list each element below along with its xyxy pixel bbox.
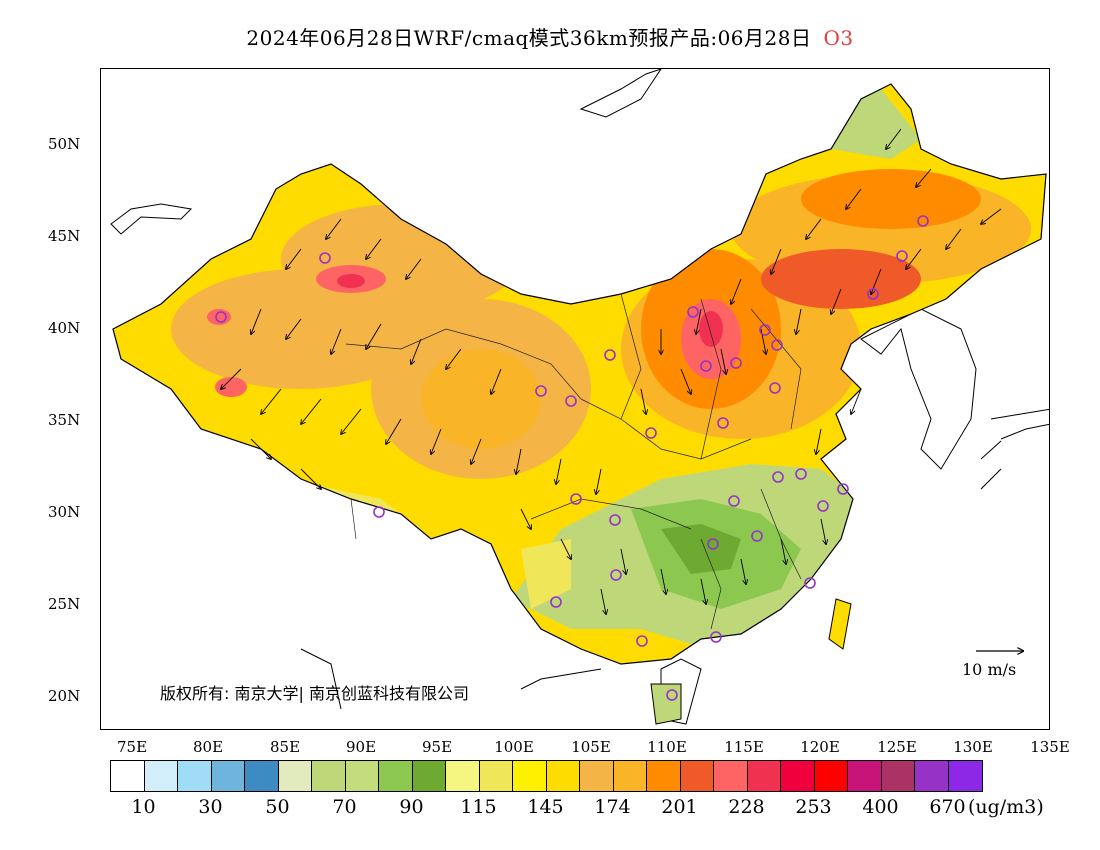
- color-scale-label: 670: [929, 796, 966, 818]
- color-scale-label: 228: [728, 796, 765, 818]
- lat-label: 50N: [48, 135, 81, 153]
- color-swatch: [245, 761, 279, 791]
- lat-label: 40N: [48, 319, 81, 337]
- color-swatch: [915, 761, 949, 791]
- color-scale-label: 145: [527, 796, 564, 818]
- color-scale-label: 50: [265, 796, 290, 818]
- lon-label: 105E: [571, 738, 611, 756]
- lon-label: 135E: [1030, 738, 1070, 756]
- color-scale-label: 400: [862, 796, 899, 818]
- lon-label: 75E: [116, 738, 148, 756]
- color-swatch: [747, 761, 781, 791]
- wind-reference-label: 10 m/s: [962, 660, 1017, 679]
- pollutant-label: O3: [823, 26, 854, 50]
- color-swatch: [613, 761, 647, 791]
- color-swatch: [144, 761, 178, 791]
- color-scale-label: 201: [661, 796, 698, 818]
- color-scale-label: 90: [399, 796, 424, 818]
- lat-label: 30N: [48, 503, 81, 521]
- city-markers: [215, 215, 929, 701]
- color-scale-label: 70: [332, 796, 357, 818]
- lon-label: 115E: [724, 738, 764, 756]
- lat-label: 20N: [48, 687, 81, 705]
- color-swatch: [881, 761, 915, 791]
- unit-label: (ug/m3): [968, 796, 1044, 818]
- color-swatch: [479, 761, 513, 791]
- map-title: 2024年06月28日WRF/cmaq模式36km预报产品:06月28日 O3: [0, 22, 1100, 51]
- lon-label: 85E: [269, 738, 301, 756]
- lon-label: 110E: [647, 738, 687, 756]
- lon-label: 90E: [345, 738, 377, 756]
- color-swatch: [781, 761, 815, 791]
- lon-label: 125E: [877, 738, 917, 756]
- wind-vectors: [221, 128, 1002, 614]
- color-scale-label: 174: [594, 796, 631, 818]
- lat-label: 25N: [48, 595, 81, 613]
- color-swatch: [680, 761, 714, 791]
- lat-label: 45N: [48, 227, 81, 245]
- lon-label: 95E: [421, 738, 453, 756]
- lon-label: 130E: [953, 738, 993, 756]
- color-scale-bar: [110, 760, 983, 792]
- copyright-text: 版权所有: 南京大学| 南京创蓝科技有限公司: [160, 684, 469, 703]
- color-scale-label: 253: [795, 796, 832, 818]
- map-canvas: [110, 69, 1049, 725]
- color-swatch: [546, 761, 580, 791]
- color-swatch: [647, 761, 681, 791]
- title-text: 2024年06月28日WRF/cmaq模式36km预报产品:06月28日: [246, 26, 812, 50]
- color-swatch: [948, 761, 982, 791]
- lon-label: 80E: [192, 738, 224, 756]
- color-swatch: [412, 761, 446, 791]
- color-swatch: [312, 761, 346, 791]
- color-scale-label: 115: [460, 796, 497, 818]
- lat-label: 35N: [48, 411, 81, 429]
- color-swatch: [111, 761, 145, 791]
- color-swatch: [446, 761, 480, 791]
- color-scale-label: 30: [198, 796, 223, 818]
- forecast-map[interactable]: [100, 68, 1050, 730]
- color-swatch: [345, 761, 379, 791]
- color-swatch: [814, 761, 848, 791]
- lon-label: 100E: [494, 738, 534, 756]
- color-swatch: [848, 761, 882, 791]
- color-swatch: [714, 761, 748, 791]
- color-swatch: [513, 761, 547, 791]
- color-scale-label: 10: [131, 796, 156, 818]
- color-swatch: [178, 761, 212, 791]
- lon-label: 120E: [800, 738, 840, 756]
- color-swatch: [278, 761, 312, 791]
- color-swatch: [211, 761, 245, 791]
- color-swatch: [379, 761, 413, 791]
- color-swatch: [580, 761, 614, 791]
